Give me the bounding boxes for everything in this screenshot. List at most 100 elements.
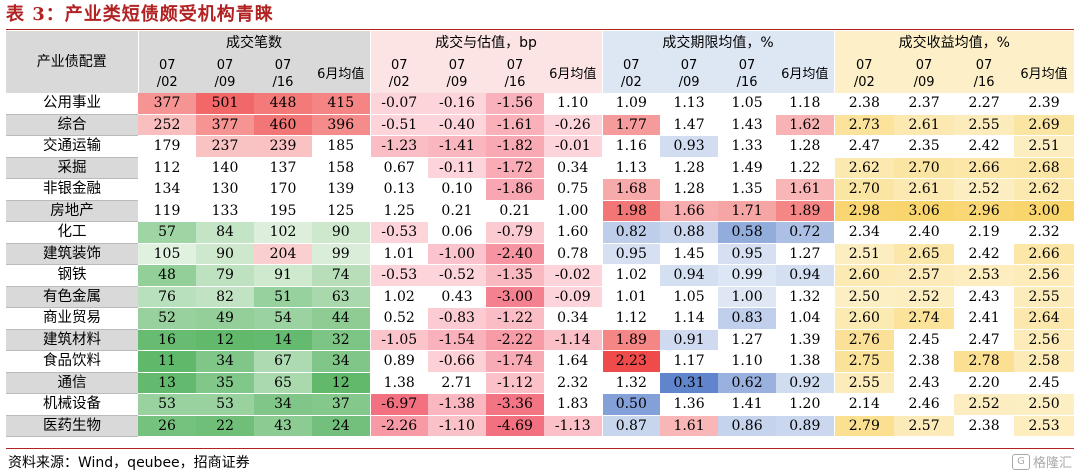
- value-cell: 1.62: [776, 114, 835, 136]
- subheader-line: 07: [506, 58, 524, 73]
- value-cell: -2.40: [486, 243, 544, 265]
- value-cell: 0.89: [776, 415, 835, 437]
- value-cell: 2.19: [954, 221, 1015, 244]
- value-cell: 2.98: [834, 200, 895, 222]
- value-cell: 2.34: [834, 221, 895, 244]
- table-row: 化工 57 84 102 90 -0.53 0.06 -0.79 1.60 0.82 0.88 0.5…: [6, 221, 1075, 244]
- value-cell: 2.60: [834, 264, 895, 287]
- subheader-cell: 6月均值: [776, 55, 835, 93]
- value-cell: 0.34: [544, 307, 603, 330]
- value-cell: 134: [138, 178, 196, 201]
- subheader-line: 07: [274, 58, 292, 73]
- value-cell: 16: [138, 329, 196, 351]
- value-cell: 2.76: [834, 329, 895, 351]
- table-row: 通信 13 35 65 12 1.38 2.71 -1.12 2.32 1.32 0.31 0.62 0…: [6, 372, 1075, 394]
- subheader-line: /16: [736, 75, 758, 90]
- value-cell: 2.46: [894, 393, 955, 416]
- value-cell: 2.51: [834, 243, 895, 265]
- value-cell: 0.87: [602, 415, 661, 437]
- value-cell: -0.52: [428, 264, 486, 287]
- subheader-cell: 07/02: [834, 55, 895, 93]
- value-cell: 0.10: [428, 178, 486, 201]
- value-cell: -6.97: [370, 393, 428, 416]
- value-cell: 1.01: [602, 286, 661, 308]
- value-cell: 1.02: [370, 286, 428, 308]
- value-cell: 0.52: [370, 307, 428, 330]
- value-cell: 2.39: [1014, 93, 1075, 115]
- value-cell: 1.38: [776, 350, 835, 373]
- value-cell: 2.38: [894, 350, 955, 373]
- table-row: 食品饮料 11 34 67 34 0.89 -0.66 -1.74 1.64 2.23 1.17 1.…: [6, 350, 1075, 373]
- value-cell: 2.71: [428, 372, 486, 394]
- value-cell: 2.47: [834, 135, 895, 158]
- value-cell: 99: [312, 243, 371, 265]
- group-header-yield: 成交收益均值，%: [834, 31, 1075, 55]
- value-cell: 377: [138, 93, 196, 115]
- value-cell: 2.42: [954, 135, 1015, 158]
- table-row: 非银金融 134 130 170 139 0.13 0.10 -1.86 0.75 1.68 1.2…: [6, 178, 1075, 201]
- value-cell: 2.14: [834, 393, 895, 416]
- value-cell: 0.58: [718, 221, 777, 244]
- value-cell: 2.68: [1014, 157, 1075, 179]
- value-cell: 185: [312, 135, 371, 158]
- value-cell: 1.38: [370, 372, 428, 394]
- value-cell: 1.14: [660, 307, 719, 330]
- value-cell: 1.18: [776, 93, 835, 115]
- value-cell: 1.33: [718, 135, 777, 158]
- value-cell: 2.60: [834, 307, 895, 330]
- title-rule: [6, 29, 1074, 30]
- subheader-cell: 07/16: [718, 55, 777, 93]
- value-cell: -1.13: [544, 415, 603, 437]
- value-cell: 0.21: [428, 200, 486, 222]
- value-cell: 76: [138, 286, 196, 308]
- value-cell: 0.21: [486, 200, 544, 222]
- value-cell: 63: [312, 286, 371, 308]
- subheader-cell: 07/02: [370, 55, 428, 93]
- value-cell: 179: [138, 135, 196, 158]
- value-cell: 2.45: [894, 329, 955, 351]
- value-cell: 2.61: [894, 114, 955, 136]
- value-cell: 2.38: [834, 93, 895, 115]
- value-cell: 1.00: [718, 286, 777, 308]
- subheader-line: /16: [504, 75, 526, 90]
- subheader-line: /09: [446, 75, 468, 90]
- value-cell: 1.22: [776, 157, 835, 179]
- value-cell: -0.51: [370, 114, 428, 136]
- value-cell: 133: [196, 200, 254, 222]
- value-cell: 2.38: [954, 415, 1015, 437]
- value-cell: 0.99: [718, 264, 777, 287]
- subheader-line: 07: [216, 58, 234, 73]
- source-note: 资料来源：Wind，qeubee，招商证券: [8, 455, 250, 471]
- subheader-line: /16: [272, 75, 294, 90]
- value-cell: 1.05: [660, 286, 719, 308]
- watermark-text: 格隆汇: [1032, 456, 1072, 471]
- value-cell: 24: [312, 415, 371, 437]
- value-cell: -0.53: [370, 264, 428, 287]
- value-cell: 170: [254, 178, 312, 201]
- subheader-line: /02: [156, 75, 178, 90]
- table-row: 采掘 112 140 137 158 0.67 -0.11 -1.72 0.34 1.13 1.28…: [6, 157, 1075, 179]
- industry-name: 医药生物: [6, 415, 138, 437]
- value-cell: 1.16: [602, 135, 661, 158]
- value-cell: 48: [138, 264, 196, 287]
- value-cell: 34: [312, 350, 371, 373]
- subheader-cell: 07/09: [894, 55, 955, 93]
- value-cell: 0.94: [776, 264, 835, 287]
- subheader-line: /02: [388, 75, 410, 90]
- value-cell: 1.64: [544, 350, 603, 373]
- value-cell: 2.56: [1014, 264, 1075, 287]
- value-cell: 2.43: [894, 372, 955, 394]
- value-cell: 0.31: [660, 372, 719, 394]
- value-cell: 460: [254, 114, 312, 136]
- value-cell: 2.52: [954, 178, 1015, 201]
- value-cell: 2.96: [954, 200, 1015, 222]
- value-cell: 0.88: [660, 221, 719, 244]
- value-cell: 1.77: [602, 114, 661, 136]
- value-cell: 158: [312, 157, 371, 179]
- subheader-cell: 07/16: [486, 55, 544, 93]
- value-cell: 1.13: [602, 157, 661, 179]
- subheader-cell: 07/02: [602, 55, 661, 93]
- value-cell: 1.68: [602, 178, 661, 201]
- value-cell: 1.60: [544, 221, 603, 244]
- value-cell: 0.72: [776, 221, 835, 244]
